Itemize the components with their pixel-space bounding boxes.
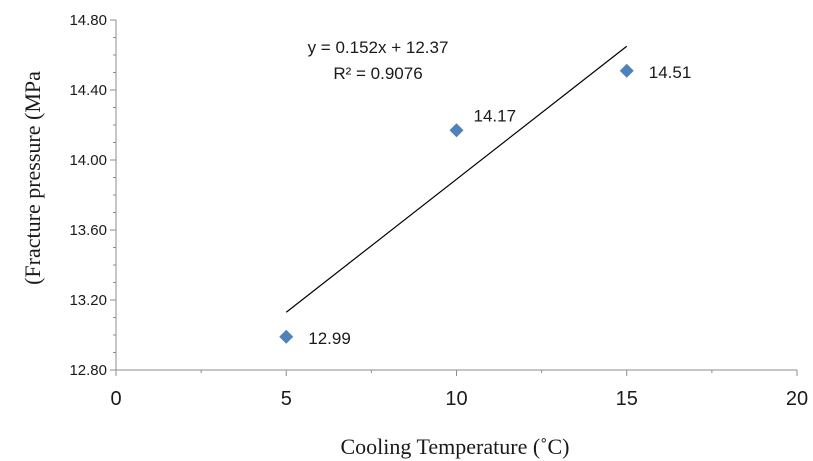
data-point-diamond <box>279 329 294 344</box>
y-tick-label: 14.80 <box>69 12 107 29</box>
data-point-diamond <box>619 63 634 78</box>
x-tick-label: 5 <box>281 388 292 410</box>
x-tick-label: 15 <box>616 388 638 410</box>
x-axis-title: Cooling Temperature (˚C) <box>341 434 570 459</box>
trendline-r-squared: R² = 0.9076 <box>333 64 422 83</box>
data-labels-group: 12.99 14.17 14.51 <box>308 63 691 348</box>
y-tick-label: 14.40 <box>69 82 107 99</box>
y-tick-label: 12.80 <box>69 362 107 379</box>
x-tick-label: 0 <box>110 388 121 410</box>
points-group <box>279 63 634 344</box>
y-tick-label: 13.60 <box>69 222 107 239</box>
x-tick-label: 10 <box>445 388 467 410</box>
data-point-diamond <box>449 123 464 138</box>
y-tick-label: 13.20 <box>69 292 107 309</box>
data-point-label: 14.51 <box>649 63 692 82</box>
y-tick-label: 14.00 <box>69 152 107 169</box>
trendline-equation-group: y = 0.152x + 12.37 R² = 0.9076 <box>308 38 449 83</box>
x-tick-label: 20 <box>786 388 808 410</box>
data-point-label: 12.99 <box>308 329 351 348</box>
axes: 12.80 13.20 13.60 14.00 14.40 14.80 0 5 10 15 20 <box>69 12 808 410</box>
trendline-group <box>285 45 628 313</box>
y-axis-title: (Fracture pressure (MPa <box>20 71 45 285</box>
trendline-equation: y = 0.152x + 12.37 <box>308 38 449 57</box>
trendline <box>285 45 628 313</box>
data-point-label: 14.17 <box>474 106 517 125</box>
